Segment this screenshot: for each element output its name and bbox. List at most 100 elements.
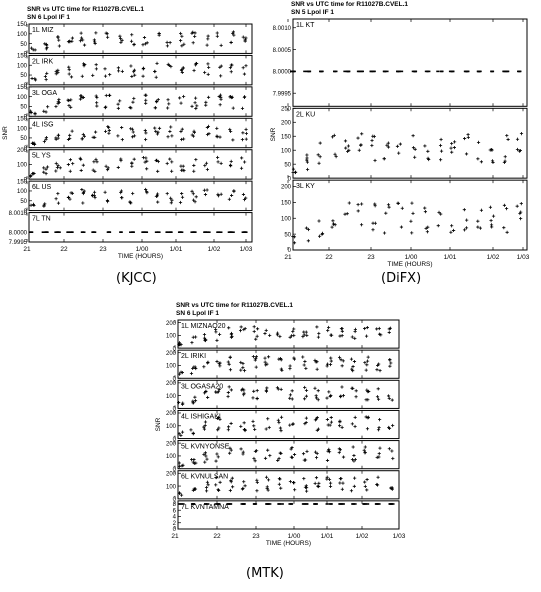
y-tick-label: 0 bbox=[288, 248, 292, 254]
x-axis-label: TIME (HOURS) bbox=[266, 540, 311, 547]
data-point bbox=[182, 94, 186, 99]
data-point bbox=[103, 74, 108, 78]
data-point bbox=[351, 445, 355, 449]
data-point bbox=[341, 481, 345, 485]
x-tick-label: 1/00 bbox=[288, 533, 301, 540]
data-point bbox=[120, 38, 124, 42]
data-point bbox=[326, 328, 330, 333]
data-point bbox=[519, 132, 524, 136]
data-point bbox=[268, 333, 272, 337]
data-point bbox=[57, 97, 61, 102]
data-point bbox=[353, 336, 357, 340]
data-point bbox=[304, 226, 309, 230]
data-point bbox=[376, 428, 381, 432]
data-point bbox=[344, 146, 348, 150]
data-point bbox=[251, 396, 255, 400]
y-tick-label: 150 bbox=[281, 201, 292, 207]
data-point bbox=[255, 396, 259, 400]
data-point bbox=[219, 161, 223, 165]
panel-2l-ku: 2L KU 0 50 100 150 200 250 bbox=[281, 107, 528, 182]
data-point bbox=[30, 76, 34, 81]
panel-frame bbox=[177, 440, 400, 470]
data-point bbox=[241, 362, 245, 366]
data-point bbox=[266, 355, 271, 359]
y-tick-label: 8.0010 bbox=[9, 211, 28, 217]
y-tick-label: 50 bbox=[20, 136, 27, 142]
data-point bbox=[216, 194, 221, 198]
data-point bbox=[253, 427, 257, 431]
data-point bbox=[347, 201, 351, 205]
data-point bbox=[95, 96, 99, 100]
data-point bbox=[42, 166, 46, 170]
y-tick-label: 0 bbox=[173, 467, 177, 473]
data-point bbox=[313, 481, 317, 485]
data-point bbox=[203, 164, 207, 168]
data-point bbox=[466, 133, 470, 137]
data-point bbox=[229, 129, 233, 133]
data-point bbox=[251, 355, 255, 359]
data-points bbox=[177, 325, 392, 347]
data-point bbox=[116, 134, 120, 138]
data-point bbox=[327, 450, 332, 454]
panel-1l-miznao20: 1L MIZNAO20 0 100 200 bbox=[166, 319, 400, 352]
data-points bbox=[177, 415, 395, 437]
chart-subtitle: SN 5 Lpol IF 1 bbox=[291, 9, 334, 16]
data-point bbox=[351, 364, 355, 369]
data-point bbox=[241, 66, 245, 70]
data-point bbox=[306, 227, 311, 232]
data-point bbox=[378, 446, 382, 450]
data-point bbox=[278, 426, 283, 430]
data-point bbox=[219, 43, 223, 47]
data-point bbox=[332, 133, 336, 137]
y-tick-label: 150 bbox=[17, 116, 28, 122]
data-point bbox=[177, 432, 181, 436]
data-point bbox=[116, 165, 120, 170]
data-point bbox=[426, 225, 430, 229]
panel-label: 6L KVNULSAN bbox=[181, 474, 228, 481]
data-point bbox=[253, 358, 257, 362]
data-point bbox=[244, 64, 248, 68]
data-point bbox=[411, 211, 415, 215]
data-point bbox=[206, 72, 210, 76]
data-point bbox=[145, 159, 149, 163]
x-tick-label: 1/00 bbox=[405, 254, 418, 261]
data-point bbox=[180, 127, 184, 131]
data-point bbox=[376, 397, 381, 401]
y-tick-label: 0 bbox=[173, 407, 177, 413]
data-point bbox=[120, 138, 124, 142]
data-point bbox=[43, 42, 47, 46]
data-point bbox=[92, 190, 97, 194]
data-point bbox=[255, 389, 259, 393]
data-point bbox=[288, 335, 292, 339]
data-point bbox=[218, 480, 222, 484]
data-point bbox=[215, 452, 219, 456]
data-point bbox=[436, 224, 440, 228]
data-point bbox=[314, 360, 318, 364]
data-point bbox=[384, 211, 388, 215]
data-point bbox=[144, 187, 148, 192]
data-point bbox=[366, 416, 370, 420]
data-point bbox=[169, 125, 173, 129]
data-point bbox=[218, 103, 222, 107]
data-point bbox=[107, 128, 111, 133]
data-point bbox=[193, 395, 197, 399]
y-tick-label: 8.0000 bbox=[9, 230, 28, 236]
data-point bbox=[94, 63, 98, 67]
data-point bbox=[252, 389, 256, 393]
data-point bbox=[491, 214, 496, 218]
data-point bbox=[266, 478, 271, 482]
data-point bbox=[316, 389, 320, 393]
data-point bbox=[329, 359, 333, 363]
data-point bbox=[254, 337, 258, 341]
data-point bbox=[144, 101, 148, 105]
data-point bbox=[350, 335, 354, 339]
data-point bbox=[242, 369, 247, 373]
data-point bbox=[387, 425, 391, 430]
data-point bbox=[386, 394, 391, 398]
data-point bbox=[240, 487, 245, 491]
data-point bbox=[194, 195, 198, 199]
data-point bbox=[242, 72, 247, 76]
data-point bbox=[193, 399, 198, 403]
data-point bbox=[180, 34, 184, 38]
y-tick-label: 250 bbox=[281, 107, 292, 113]
